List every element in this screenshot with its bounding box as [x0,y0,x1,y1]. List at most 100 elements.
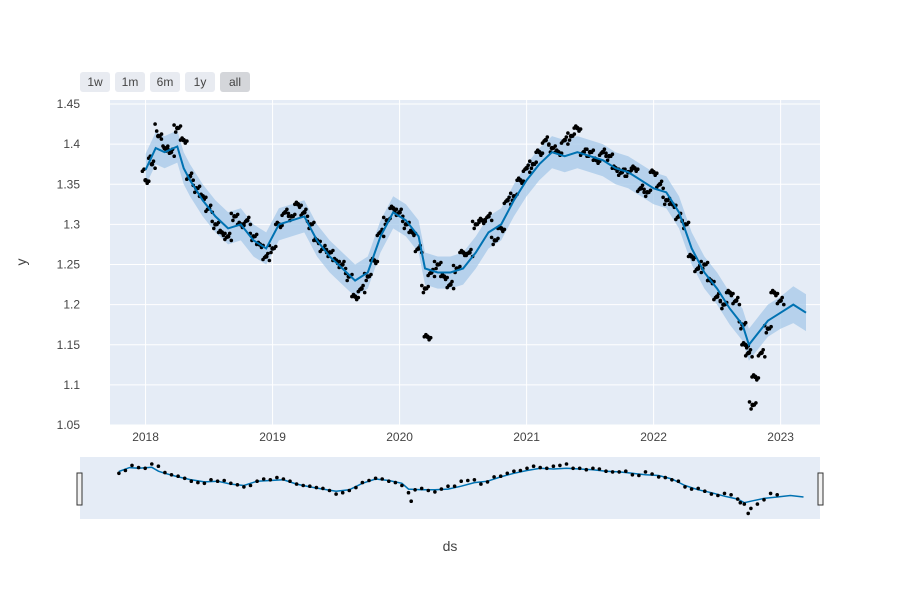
observed-point [421,290,426,295]
observed-point [402,226,407,231]
observed-point [769,324,773,329]
y-tick-label: 1.25 [57,258,81,272]
mini-observed-point [663,475,668,480]
mini-observed-point [604,469,608,474]
observed-point [247,215,251,220]
observed-point [739,326,743,331]
observed-point [424,332,428,337]
observed-point [167,151,172,155]
mini-observed-point [492,475,496,479]
observed-point [185,139,189,143]
observed-point [507,195,511,200]
observed-point [780,295,784,300]
mini-observed-point [439,487,444,491]
observed-point [381,215,386,220]
observed-point [147,179,151,183]
range-slider-preview [117,462,804,516]
mini-observed-point [742,502,747,506]
mini-observed-point [314,485,319,490]
observed-point [699,270,704,275]
mini-observed-point [610,470,615,474]
mini-observed-point [716,493,720,498]
observed-point [445,275,450,280]
observed-point [262,255,267,260]
mini-observed-point [354,485,358,490]
observed-point [458,264,462,269]
forecast-line [144,145,807,347]
observed-point [345,278,350,283]
observed-point [274,244,278,249]
y-tick-label: 1.4 [63,137,80,151]
observed-point [267,258,272,263]
mini-observed-point [643,470,648,474]
mini-observed-point [459,479,464,484]
x-tick-label: 2018 [132,430,159,444]
observed-point [243,219,248,224]
observed-point [713,295,718,300]
observed-point [578,127,583,131]
range-button-1y[interactable]: 1y [185,72,215,92]
observed-point [529,166,534,170]
observed-point [754,401,758,405]
mini-observed-point [676,479,681,484]
mini-observed-point [617,470,621,474]
observed-point [337,259,342,264]
observed-point [450,279,454,284]
observed-point [440,272,445,277]
observed-point [469,247,473,252]
observed-point [572,132,577,136]
range-button-1w[interactable]: 1w [80,72,110,92]
observed-point [478,216,483,221]
mini-observed-point [406,490,411,495]
observed-point [741,341,746,345]
observed-point [218,228,222,233]
y-tick-label: 1.2 [63,298,80,312]
observed-point [451,263,456,268]
mini-observed-point [584,467,589,472]
range-button-all[interactable]: all [220,72,250,92]
range-slider-left-handle[interactable] [76,472,83,506]
mini-observed-point [387,479,391,484]
observed-point [688,252,692,257]
observed-point [399,207,404,212]
observed-point [564,135,569,139]
observed-point [732,299,737,304]
range-button-1m[interactable]: 1m [115,72,145,92]
observed-point [637,187,642,192]
mini-observed-point [518,468,523,473]
observed-point [528,159,532,163]
range-button-6m[interactable]: 6m [150,72,180,92]
mini-observed-point [123,468,128,473]
observed-point [428,335,433,340]
observed-point [655,171,659,175]
observed-point [605,158,610,162]
observed-point [662,202,667,207]
mini-observed-point [446,484,450,489]
mini-observed-point [202,481,207,486]
observed-point [312,220,316,225]
range-slider-right-handle[interactable] [817,472,824,506]
observed-point [323,243,327,248]
mini-observed-point [624,469,628,474]
observed-point [377,231,381,236]
observed-point [748,348,753,352]
observed-point [235,212,240,217]
observed-point [599,151,603,155]
mini-observed-point [591,466,595,471]
mini-observed-point [347,488,352,493]
mini-observed-point [498,474,503,479]
observed-point [526,163,530,167]
mini-observed-point [472,478,477,482]
observed-point [770,288,775,293]
observed-point [661,195,665,200]
mini-observed-point [571,466,575,471]
x-axis-title: ds [443,538,458,554]
mini-observed-point [656,475,661,479]
mini-observed-point [525,466,529,471]
mini-observed-point [268,478,273,482]
observed-point [642,190,646,195]
observed-point [439,260,443,265]
mini-observed-point [222,478,226,483]
mini-observed-point [288,479,292,484]
